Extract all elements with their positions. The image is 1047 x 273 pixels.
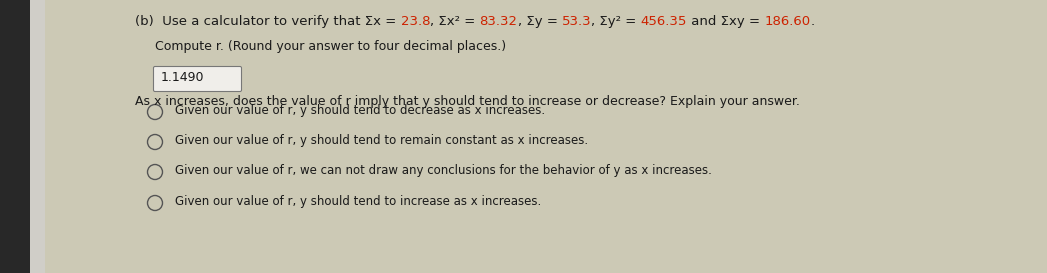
Text: Given our value of r, we can not draw any conclusions for the behavior of y as x: Given our value of r, we can not draw an… xyxy=(175,164,712,177)
Text: , Σy² =: , Σy² = xyxy=(592,15,641,28)
Text: 83.32: 83.32 xyxy=(480,15,517,28)
Bar xyxy=(0,0,30,273)
Text: Given our value of r, y should tend to decrease as x increases.: Given our value of r, y should tend to d… xyxy=(175,104,545,117)
Text: 53.3: 53.3 xyxy=(561,15,592,28)
Text: Compute r. (Round your answer to four decimal places.): Compute r. (Round your answer to four de… xyxy=(155,40,506,53)
Text: , Σy =: , Σy = xyxy=(517,15,561,28)
Bar xyxy=(30,0,45,273)
FancyBboxPatch shape xyxy=(154,67,242,91)
Text: 186.60: 186.60 xyxy=(764,15,810,28)
Text: As x increases, does the value of r imply that y should tend to increase or decr: As x increases, does the value of r impl… xyxy=(135,95,800,108)
Text: .: . xyxy=(810,15,815,28)
Text: 456.35: 456.35 xyxy=(641,15,687,28)
Text: and Σxy =: and Σxy = xyxy=(687,15,764,28)
Text: (b)  Use a calculator to verify that Σx =: (b) Use a calculator to verify that Σx = xyxy=(135,15,401,28)
Text: Given our value of r, y should tend to increase as x increases.: Given our value of r, y should tend to i… xyxy=(175,195,541,208)
Text: 23.8: 23.8 xyxy=(401,15,430,28)
Text: Given our value of r, y should tend to remain constant as x increases.: Given our value of r, y should tend to r… xyxy=(175,134,588,147)
Text: , Σx² =: , Σx² = xyxy=(430,15,480,28)
Text: 1.1490: 1.1490 xyxy=(161,71,204,84)
